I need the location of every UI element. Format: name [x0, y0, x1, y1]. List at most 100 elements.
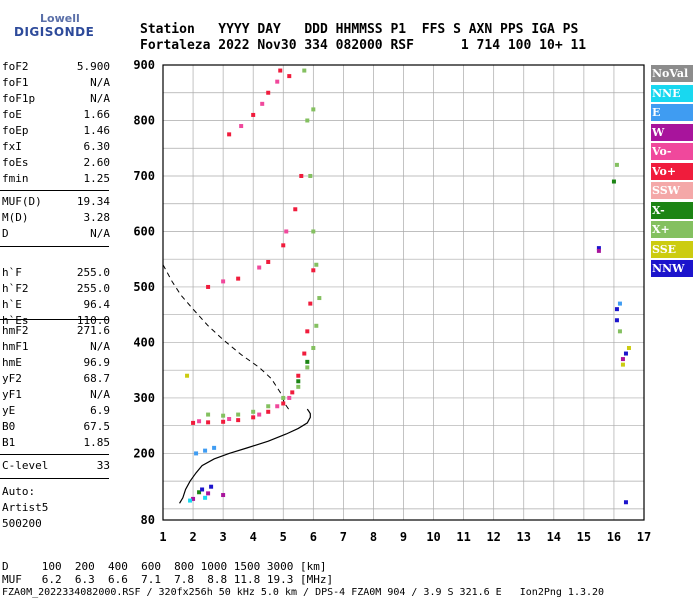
echo-mark	[305, 329, 310, 334]
footer-muf-line: MUF 6.2 6.3 6.6 7.1 7.8 8.8 11.8 19.3 [M…	[2, 573, 334, 586]
param-row: h`E 96.4	[2, 298, 110, 312]
param-value: 19.34	[76, 195, 110, 208]
legend-item: X+	[651, 221, 693, 238]
y-tick-label: 80	[141, 513, 155, 527]
echo-mark	[596, 248, 601, 253]
echo-mark	[278, 68, 283, 73]
echo-mark	[188, 498, 193, 503]
param-row: C-level 33	[2, 459, 110, 473]
echo-mark	[596, 246, 601, 251]
echo-mark	[206, 491, 211, 496]
param-value: 68.7	[83, 372, 111, 385]
y-tick-label: 500	[133, 280, 155, 294]
echo-mark	[287, 395, 292, 400]
x-tick-label: 14	[547, 530, 561, 544]
param-separator	[0, 190, 109, 191]
echo-mark	[311, 345, 316, 350]
param-value: 271.6	[76, 324, 110, 337]
param-label: D	[2, 227, 9, 240]
echo-mark	[311, 229, 316, 234]
param-row: B0 67.5	[2, 420, 110, 434]
y-tick-label: 600	[133, 224, 155, 238]
param-value: 1.25	[83, 172, 111, 185]
echo-mark	[314, 262, 319, 267]
param-label: hmF2	[2, 324, 29, 337]
param-value: 67.5	[83, 420, 111, 433]
param-label: h`E	[2, 298, 22, 311]
echo-mark	[203, 495, 208, 500]
param-label: hmF1	[2, 340, 29, 353]
echo-mark	[305, 359, 310, 364]
param-separator	[0, 246, 109, 247]
y-tick-label: 400	[133, 335, 155, 349]
param-value: N/A	[90, 76, 110, 89]
echo-mark	[311, 107, 316, 112]
header-values: Fortaleza 2022 Nov30 334 082000 RSF 1 71…	[140, 38, 587, 53]
param-value: 6.30	[83, 140, 111, 153]
echo-mark	[614, 318, 619, 323]
param-row: hmF2 271.6	[2, 324, 110, 338]
legend-item: W	[651, 123, 693, 141]
echo-mark	[221, 493, 226, 498]
param-value: 255.0	[76, 266, 110, 279]
echo-mark	[281, 395, 286, 400]
x-tick-label: 16	[607, 530, 621, 544]
echo-mark	[251, 409, 256, 414]
echo-mark	[317, 296, 322, 301]
echo-mark	[287, 74, 292, 79]
x-tick-label: 9	[400, 530, 407, 544]
echo-mark	[227, 417, 232, 422]
echo-mark	[227, 132, 232, 137]
param-value: 255.0	[76, 282, 110, 295]
param-value: 1.85	[83, 436, 111, 449]
x-tick-label: 10	[426, 530, 440, 544]
legend-item: Vo-	[651, 143, 693, 160]
axis-tick-labels: 1 2 3 4 5 6 7 8 9 10 11 12 13 14 15 16 17802003004005006…	[133, 58, 651, 544]
param-value: 6.9	[90, 404, 110, 417]
param-label: foF2	[2, 60, 29, 73]
param-value: 1.66	[83, 108, 111, 121]
echo-mark	[221, 413, 226, 418]
param-value: 3.28	[83, 211, 111, 224]
footer-d-line: D 100 200 400 600 800 1000 1500 3000 [km…	[2, 560, 327, 573]
param-label: h`Es	[2, 314, 29, 327]
echo-mark	[236, 418, 241, 423]
echo-mark	[236, 412, 241, 417]
param-label: M(D)	[2, 211, 29, 224]
param-row: fxI 6.30	[2, 140, 110, 154]
param-value: 2.60	[83, 156, 111, 169]
y-tick-label: 900	[133, 58, 155, 72]
echo-mark	[623, 351, 628, 356]
param-label: hmE	[2, 356, 22, 369]
echo-mark	[185, 373, 190, 378]
legend-item: NNE	[651, 84, 693, 102]
param-value: 5.900	[76, 60, 110, 73]
echo-mark	[209, 484, 214, 489]
y-tick-label: 200	[133, 446, 155, 460]
echo-mark	[305, 365, 310, 370]
param-label: C-level	[2, 459, 49, 472]
param-label: foF1	[2, 76, 29, 89]
param-row: foF1p N/A	[2, 92, 110, 106]
echo-mark	[260, 101, 265, 106]
x-tick-label: 7	[340, 530, 347, 544]
param-value: 33	[96, 459, 110, 472]
echo-mark	[305, 118, 310, 123]
echo-mark	[257, 265, 262, 270]
param-label: foE	[2, 108, 22, 121]
echo-mark	[311, 268, 316, 273]
plot-frame	[162, 64, 645, 521]
param-value: N/A	[90, 227, 110, 240]
x-tick-label: 8	[370, 530, 377, 544]
echo-mark	[296, 373, 301, 378]
logo-lowell: Lowell	[40, 12, 80, 25]
header-columns: Station YYYY DAY DDD HHMMSS P1 FFS S AXN…	[140, 22, 579, 37]
param-label: fxI	[2, 140, 22, 153]
param-row: foEp 1.46	[2, 124, 110, 138]
autoscale-label: Auto:	[2, 485, 36, 498]
echo-mark	[281, 401, 286, 406]
echo-mark	[614, 162, 619, 167]
echo-mark	[617, 329, 622, 334]
x-tick-label: 3	[220, 530, 227, 544]
echo-mark	[200, 487, 205, 492]
